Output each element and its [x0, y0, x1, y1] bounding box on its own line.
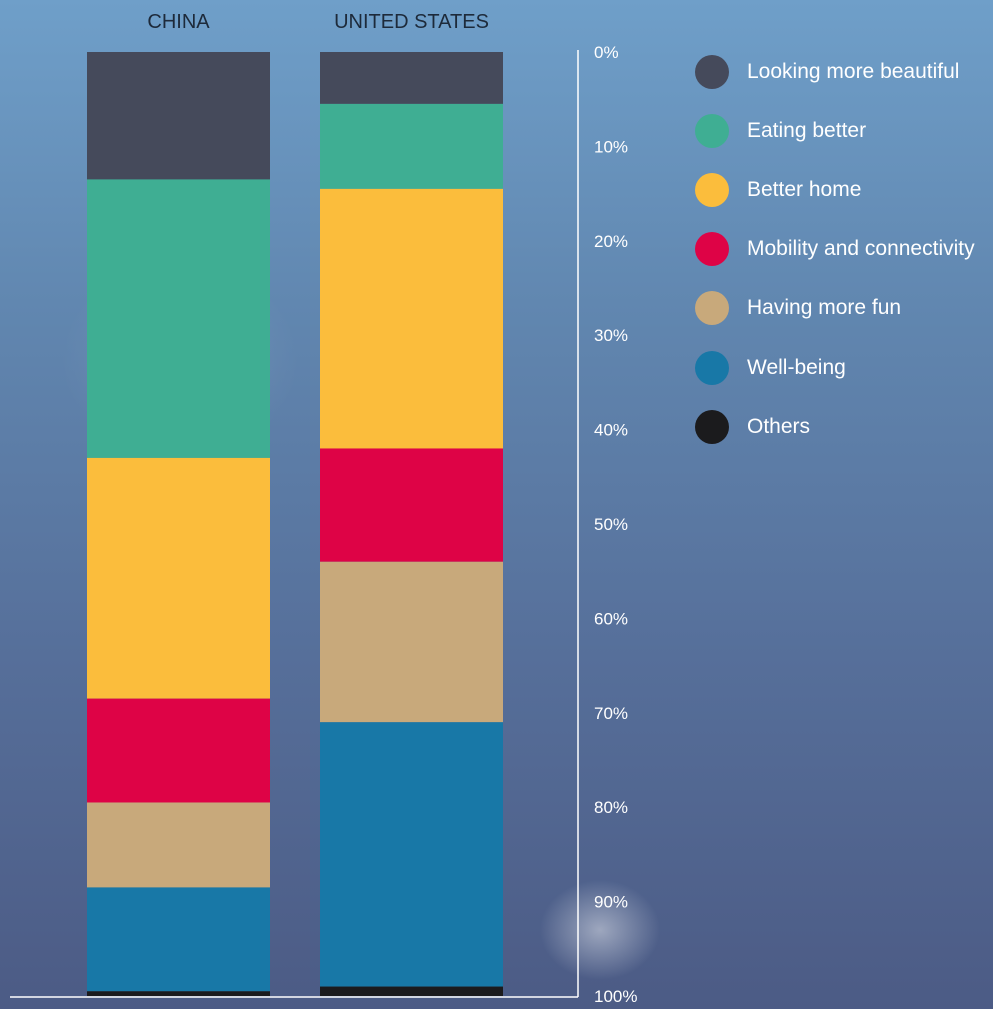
bar-segment — [320, 188, 503, 449]
legend-swatch — [695, 232, 729, 267]
bar-segment — [87, 991, 270, 996]
legend-swatch — [695, 172, 729, 207]
legend-swatch — [695, 409, 729, 444]
legend-item: Others — [695, 397, 975, 456]
legend-item: Better home — [695, 160, 975, 219]
y-tick-label: 30% — [594, 326, 628, 345]
bar-segment — [87, 802, 270, 888]
legend-label: Having more fun — [747, 296, 902, 320]
category-label: CHINA — [147, 11, 210, 33]
legend-item: Eating better — [695, 101, 975, 160]
legend-swatch — [695, 54, 729, 89]
legend-label: Well-being — [747, 355, 846, 379]
category-labels: CHINA UNITED STATES — [147, 11, 489, 33]
bars-layer — [87, 52, 503, 996]
legend-item: Mobility and connectivity — [695, 220, 975, 279]
legend-swatch — [695, 350, 729, 385]
y-tick-label: 20% — [594, 232, 628, 251]
bar-segment — [320, 986, 503, 996]
bar-segment — [320, 103, 503, 189]
legend: Looking more beautiful Eating better Bette… — [695, 42, 975, 456]
legend-label: Eating better — [747, 118, 867, 142]
y-axis-tick-labels: 0% 10% 20% 30% 40% 50% 60% 70% 80% 90% 100% — [594, 43, 637, 1006]
legend-label: Mobility and connectivity — [747, 237, 975, 261]
legend-swatch — [695, 113, 729, 148]
legend-item: Looking more beautiful — [695, 42, 975, 101]
bar-segment — [87, 457, 270, 699]
y-tick-label: 0% — [594, 43, 619, 62]
bar-segment — [320, 561, 503, 723]
legend-item: Well-being — [695, 338, 975, 397]
y-tick-label: 70% — [594, 704, 628, 723]
legend-item: Having more fun — [695, 279, 975, 338]
legend-label: Others — [747, 414, 811, 438]
y-tick-label: 80% — [594, 798, 628, 817]
bar-segment — [320, 722, 503, 987]
bar-segment — [320, 52, 503, 104]
bar-segment — [87, 698, 270, 803]
category-label: UNITED STATES — [334, 11, 489, 33]
bar-segment — [320, 448, 503, 562]
y-tick-label: 100% — [594, 987, 637, 1006]
y-tick-label: 60% — [594, 609, 628, 628]
bar-segment — [87, 179, 270, 458]
y-tick-label: 50% — [594, 515, 628, 534]
bar-segment — [87, 52, 270, 180]
bar-segment — [87, 887, 270, 992]
y-tick-label: 40% — [594, 421, 628, 440]
y-tick-label: 90% — [594, 893, 628, 912]
legend-label: Looking more beautiful — [747, 59, 960, 83]
y-tick-label: 10% — [594, 137, 628, 156]
legend-swatch — [695, 291, 729, 326]
legend-label: Better home — [747, 177, 862, 201]
